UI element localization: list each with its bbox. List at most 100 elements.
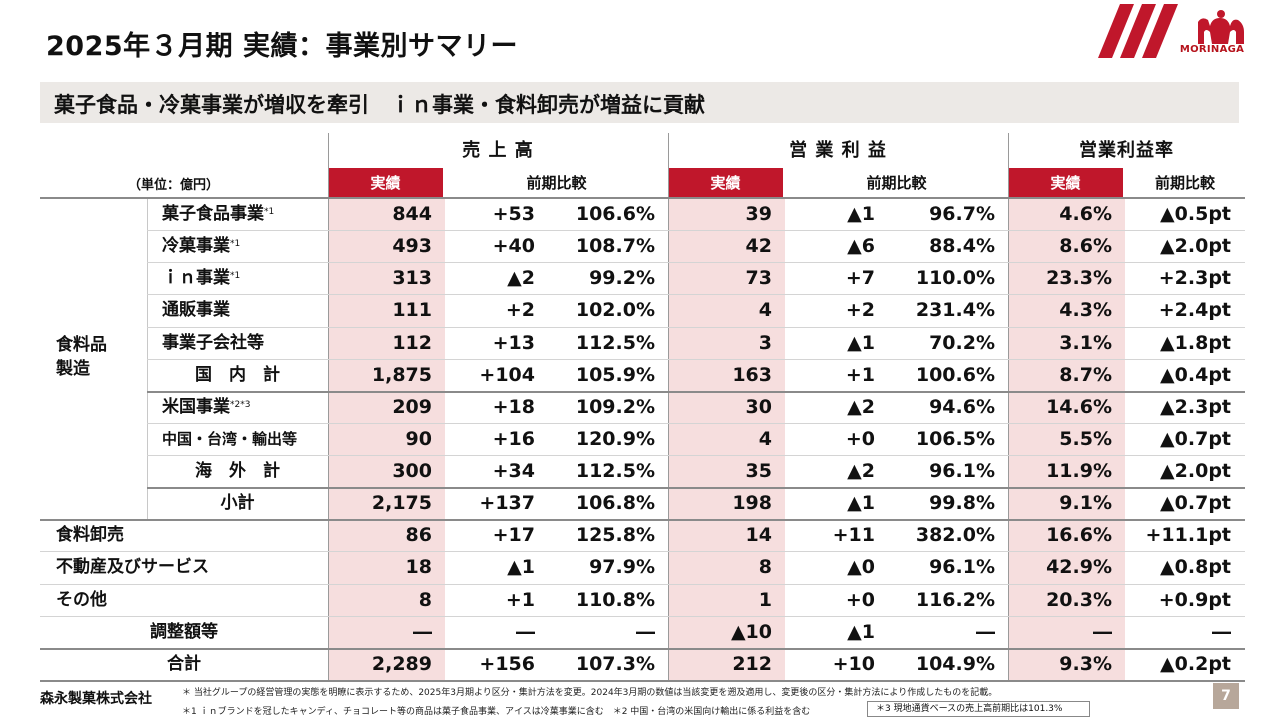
row-rule xyxy=(147,358,1245,360)
row-label: 海 外 計 xyxy=(147,455,328,487)
table-cell: +13 xyxy=(492,331,535,354)
row-label: 中国・台湾・輸出等 xyxy=(162,423,297,455)
table-cell: 300 xyxy=(392,460,432,483)
group-header: 売 上 高 xyxy=(462,140,534,161)
row-rule xyxy=(147,422,1245,424)
row-rule xyxy=(40,519,1245,522)
table-cell: 1,875 xyxy=(371,363,432,386)
table-cell: +2.4pt xyxy=(1158,299,1231,322)
table-cell: 110.0% xyxy=(915,267,995,290)
table-cell: 20.3% xyxy=(1046,588,1112,611)
table-cell: +137 xyxy=(479,492,535,515)
sub-header-actual: 実績 xyxy=(1008,168,1123,198)
table-cell: 30 xyxy=(745,395,772,418)
row-label: 国 内 計 xyxy=(147,359,328,391)
table-cell: 110.8% xyxy=(575,588,655,611)
table-cell: +17 xyxy=(492,524,535,547)
table-cell: 11.9% xyxy=(1046,460,1112,483)
table-cell: 8 xyxy=(758,556,772,579)
table-cell: 112 xyxy=(392,331,432,354)
table-cell: 90 xyxy=(405,427,432,450)
sub-header-comparison: 前期比較 xyxy=(866,174,927,192)
table-cell: ▲2 xyxy=(507,267,535,290)
footnote-mark: *1 xyxy=(230,239,241,250)
table-cell: 125.8% xyxy=(575,524,655,547)
sub-header-comparison: 前期比較 xyxy=(1154,174,1215,192)
table-cell: 96.1% xyxy=(929,460,995,483)
table-cell: 212 xyxy=(732,652,772,675)
table-cell: ▲6 xyxy=(847,235,875,258)
table-cell: 8.6% xyxy=(1059,235,1112,258)
table-cell: +16 xyxy=(492,427,535,450)
table-cell: 120.9% xyxy=(575,427,655,450)
table-cell: 163 xyxy=(732,363,772,386)
table-cell: 493 xyxy=(392,235,432,258)
table-cell: 112.5% xyxy=(575,331,655,354)
table-cell: 106.5% xyxy=(915,427,995,450)
footnote-2: ＊1 ｉｎブランドを冠したキャンディ、チョコレート等の商品は菓子食品事業、アイス… xyxy=(182,707,811,717)
table-cell: 105.9% xyxy=(575,363,655,386)
row-label-text: 事業子会社等 xyxy=(162,332,264,353)
table-cell: ▲1 xyxy=(507,556,535,579)
headline-banner: 菓子食品・冷菓事業が増収を牽引 ｉｎ事業・食料卸売が増益に貢献 xyxy=(40,82,1239,123)
table-cell: 4 xyxy=(758,299,772,322)
row-label-text: 合計 xyxy=(167,653,201,674)
row-rule xyxy=(40,583,1245,585)
table-cell: 39 xyxy=(745,203,772,225)
table-cell: 94.6% xyxy=(929,395,995,418)
table-cell: +0.9pt xyxy=(1158,588,1231,611)
table-cell: ▲1 xyxy=(847,203,875,225)
row-label: 合計 xyxy=(40,648,328,680)
row-label-text: 国 内 計 xyxy=(195,364,280,385)
table-cell: 86 xyxy=(405,524,432,547)
company-name: 森永製菓株式会社 xyxy=(40,691,152,707)
row-rule xyxy=(147,262,1245,264)
table-cell: 42 xyxy=(745,235,772,258)
table-cell: 382.0% xyxy=(915,524,995,547)
row-rule xyxy=(147,230,1245,232)
headline-text: 菓子食品・冷菓事業が増収を牽引 ｉｎ事業・食料卸売が増益に貢献 xyxy=(54,93,705,117)
table-cell: +10 xyxy=(832,652,875,675)
page-number: 7 xyxy=(1213,683,1239,709)
table-cell: 97.9% xyxy=(589,556,655,579)
footnote-mark: *1 xyxy=(264,207,275,217)
group-header: 営 業 利 益 xyxy=(789,140,887,161)
table-cell: 16.6% xyxy=(1046,524,1112,547)
morinaga-logo-icon xyxy=(1098,4,1244,58)
table-cell: ▲2.0pt xyxy=(1160,460,1231,483)
footnote-mark: *1 xyxy=(230,271,241,282)
category-label-line: 製造 xyxy=(56,359,90,379)
row-label-text: 食料卸売 xyxy=(56,525,124,546)
row-label-text: 調整額等 xyxy=(150,621,218,642)
table-cell: ― xyxy=(636,620,655,643)
table-cell: 2,289 xyxy=(371,652,432,675)
table-cell: ▲0 xyxy=(847,556,875,579)
table-cell: +0 xyxy=(845,588,875,611)
table-cell: 104.9% xyxy=(915,652,995,675)
table-cell: +11 xyxy=(832,524,875,547)
row-rule xyxy=(147,294,1245,296)
table-cell: ▲2.3pt xyxy=(1160,395,1231,418)
table-cell: 112.5% xyxy=(575,460,655,483)
row-label-text: その他 xyxy=(56,589,107,610)
table-cell: +2 xyxy=(845,299,875,322)
table-cell: 107.3% xyxy=(575,652,655,675)
table-cell: 844 xyxy=(392,203,432,225)
table-cell: +34 xyxy=(492,460,535,483)
table-cell: +40 xyxy=(492,235,535,258)
table-cell: 198 xyxy=(732,492,772,515)
table-cell: 111 xyxy=(392,299,432,322)
table-cell: 4 xyxy=(758,427,772,450)
actual-column-highlight xyxy=(668,198,785,680)
table-cell: 9.1% xyxy=(1059,492,1112,515)
table-cell: ― xyxy=(1212,620,1231,643)
table-cell: 100.6% xyxy=(915,363,995,386)
table-cell: 99.8% xyxy=(929,492,995,515)
table-cell: ▲1.8pt xyxy=(1160,331,1231,354)
table-cell: ▲1 xyxy=(847,492,875,515)
header-rule xyxy=(40,197,1245,199)
table-cell: ▲1 xyxy=(847,331,875,354)
row-label-text: 小計 xyxy=(220,493,255,514)
table-cell: 42.9% xyxy=(1046,556,1112,579)
table-cell: 313 xyxy=(392,267,432,290)
